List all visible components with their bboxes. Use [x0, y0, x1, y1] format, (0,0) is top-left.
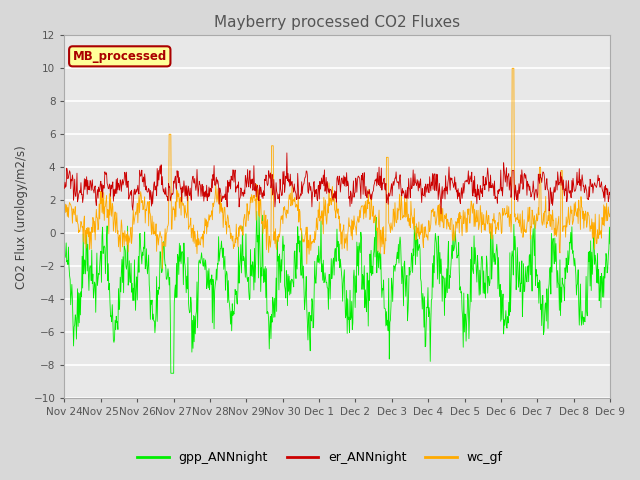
- Text: MB_processed: MB_processed: [73, 50, 167, 63]
- Legend: gpp_ANNnight, er_ANNnight, wc_gf: gpp_ANNnight, er_ANNnight, wc_gf: [132, 446, 508, 469]
- Title: Mayberry processed CO2 Fluxes: Mayberry processed CO2 Fluxes: [214, 15, 460, 30]
- Y-axis label: CO2 Flux (urology/m2/s): CO2 Flux (urology/m2/s): [15, 145, 28, 288]
